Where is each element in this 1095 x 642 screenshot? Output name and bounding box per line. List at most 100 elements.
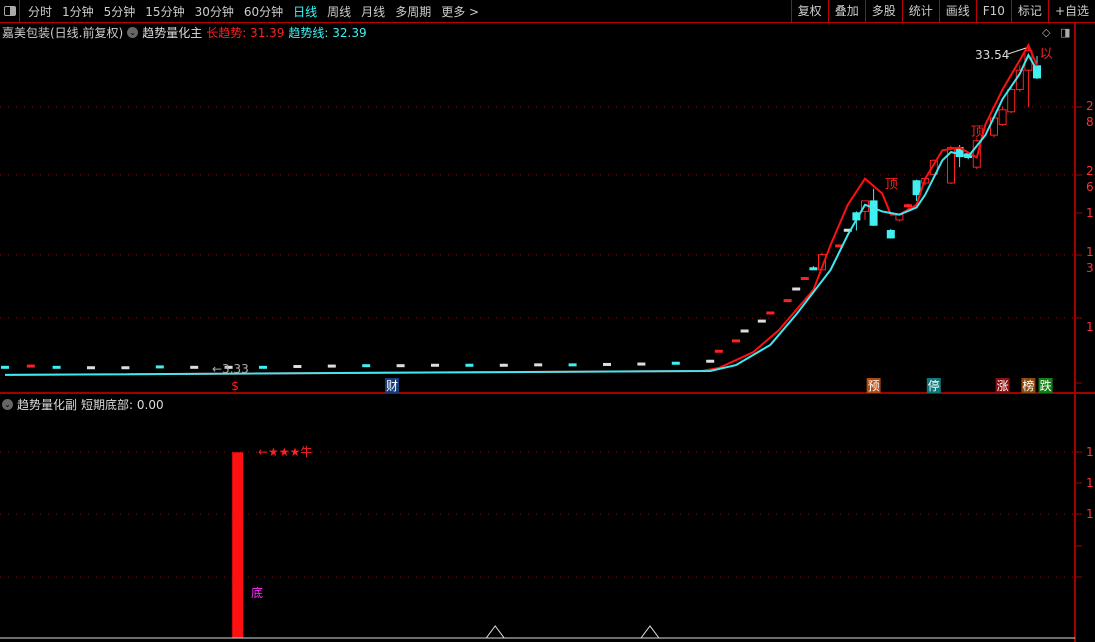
main-info-bar: 嘉美包装(日线.前复权) ⌄ 趋势量化主 长趋势: 31.39 趋势线: 32.… bbox=[2, 24, 367, 41]
candle-body bbox=[792, 287, 801, 291]
top-marker: 以 bbox=[1040, 47, 1053, 62]
chevron-down-icon[interactable]: ⌄ bbox=[127, 27, 139, 38]
period-tab[interactable]: 月线 bbox=[361, 4, 386, 19]
candle-body bbox=[293, 365, 302, 369]
candle-body bbox=[327, 364, 336, 368]
candle-body bbox=[396, 364, 405, 368]
window-icon[interactable]: ◨ bbox=[1060, 26, 1071, 39]
panel-toggle-icon[interactable] bbox=[0, 0, 20, 22]
axis-label: 2 bbox=[1086, 99, 1094, 113]
top-marker: 顶 bbox=[885, 178, 898, 193]
candle-body bbox=[740, 329, 749, 333]
period-tab[interactable]: 分时 bbox=[28, 4, 53, 19]
toolbar-button[interactable]: 复权 bbox=[790, 0, 828, 22]
axis-label: 8 bbox=[1086, 115, 1094, 129]
period-tab[interactable]: 周线 bbox=[327, 4, 352, 19]
axis-label: 1 bbox=[1086, 245, 1094, 259]
indicator-name[interactable]: 趋势量化主 bbox=[142, 26, 203, 40]
candle-body bbox=[534, 363, 543, 367]
trend-line bbox=[4, 52, 1038, 376]
axis-label: 6 bbox=[1086, 180, 1094, 194]
candle-body bbox=[929, 159, 938, 175]
stock-title: 嘉美包装(日线.前复权) bbox=[2, 26, 124, 40]
trend-line-value: 趋势线: 32.39 bbox=[288, 26, 367, 40]
marker-bg bbox=[1021, 378, 1036, 393]
period-tab[interactable]: 60分钟 bbox=[243, 4, 284, 19]
candle-body bbox=[886, 230, 895, 239]
candle-body bbox=[155, 365, 164, 369]
toolbar-button[interactable]: F10 bbox=[975, 0, 1011, 22]
marker-bg bbox=[926, 378, 941, 393]
period-tab[interactable]: 更多 > bbox=[441, 4, 480, 19]
axis-label: 1 bbox=[1086, 476, 1094, 490]
candle-body bbox=[1, 365, 9, 369]
candle-body bbox=[224, 365, 233, 369]
candle-body bbox=[869, 200, 878, 226]
candle-body bbox=[947, 147, 955, 184]
axis-label: 3 bbox=[1086, 261, 1094, 275]
candle-body bbox=[52, 365, 61, 369]
candle-body bbox=[637, 362, 646, 366]
period-toolbar: 分时 1分钟 5分钟 15分钟 30分钟 60分钟 日线 周线 月线 多周期 更多 > 复权 叠加 多股… bbox=[0, 0, 1095, 23]
toolbar-button[interactable]: 叠加 bbox=[827, 0, 865, 22]
toolbar-button[interactable]: 统计 bbox=[901, 0, 939, 22]
bottom-signal-bar bbox=[232, 452, 244, 638]
period-tab[interactable]: 1分钟 bbox=[62, 4, 94, 19]
candle-body bbox=[732, 339, 740, 343]
long-trend-line bbox=[4, 42, 1038, 376]
candle-body bbox=[603, 362, 611, 366]
axis-label: 1 bbox=[1086, 206, 1094, 220]
triangle-mark bbox=[485, 625, 505, 639]
candle-body bbox=[499, 363, 508, 367]
candle-body bbox=[87, 366, 95, 370]
period-tab[interactable]: 多周期 bbox=[395, 4, 432, 19]
signal-marker: 财 bbox=[386, 379, 398, 393]
signal-marker: 涨 bbox=[997, 378, 1009, 393]
sub-indicator-name[interactable]: 趋势量化副 bbox=[17, 398, 78, 412]
diamond-icon[interactable]: ◇ bbox=[1042, 26, 1051, 39]
bull-signal-label: ←★★★牛 bbox=[258, 444, 312, 459]
chevron-down-icon[interactable]: ⌄ bbox=[2, 399, 13, 410]
period-tab[interactable]: 日线 bbox=[293, 4, 318, 19]
candle-body bbox=[362, 364, 371, 368]
long-trend-value: 长趋势: 31.39 bbox=[206, 26, 285, 40]
toolbar-button[interactable]: 画线 bbox=[938, 0, 976, 22]
axis-label: 1 bbox=[1086, 507, 1094, 521]
toolbar-button[interactable]: 标记 bbox=[1010, 0, 1048, 22]
high-price-label: 33.54 bbox=[975, 48, 1009, 62]
candle-body bbox=[912, 180, 921, 196]
bottom-label: 底 bbox=[251, 585, 263, 600]
candle-body bbox=[431, 363, 439, 367]
period-tab[interactable]: 15分钟 bbox=[145, 4, 185, 19]
candle-body bbox=[259, 365, 267, 369]
candle-body bbox=[706, 359, 715, 363]
candle-body bbox=[121, 366, 130, 370]
high-price-pointer bbox=[1007, 47, 1027, 55]
period-tab[interactable]: 5分钟 bbox=[103, 4, 136, 19]
candle-body bbox=[1007, 88, 1016, 113]
top-marker: 顶 bbox=[971, 125, 984, 140]
candle-body bbox=[757, 319, 766, 323]
period-tab[interactable]: 30分钟 bbox=[194, 4, 234, 19]
candle-body bbox=[809, 267, 818, 271]
signal-marker: 预 bbox=[868, 379, 880, 393]
candle-body bbox=[904, 204, 912, 208]
sub-info-bar: ⌄ 趋势量化副 短期底部: 0.00 bbox=[2, 396, 164, 413]
candle-body bbox=[568, 363, 577, 367]
candle-body bbox=[800, 277, 809, 281]
candle-body bbox=[465, 363, 474, 367]
axis-label: 2 bbox=[1086, 164, 1094, 178]
short-bottom-value: 短期底部: 0.00 bbox=[81, 398, 164, 412]
marker-bg bbox=[1038, 378, 1053, 393]
signal-marker: 榜 bbox=[1022, 378, 1034, 393]
toolbar-button[interactable]: +自选 bbox=[1047, 0, 1095, 22]
candle-body bbox=[783, 299, 792, 303]
signal-marker: $ bbox=[231, 379, 239, 393]
low-price-label: ←3.33 bbox=[212, 362, 249, 376]
candle-body bbox=[671, 361, 680, 365]
axis-label: 1 bbox=[1086, 445, 1094, 459]
signal-marker: 停 bbox=[928, 378, 940, 393]
candle-body bbox=[26, 364, 35, 368]
toolbar-button[interactable]: 多股 bbox=[864, 0, 902, 22]
